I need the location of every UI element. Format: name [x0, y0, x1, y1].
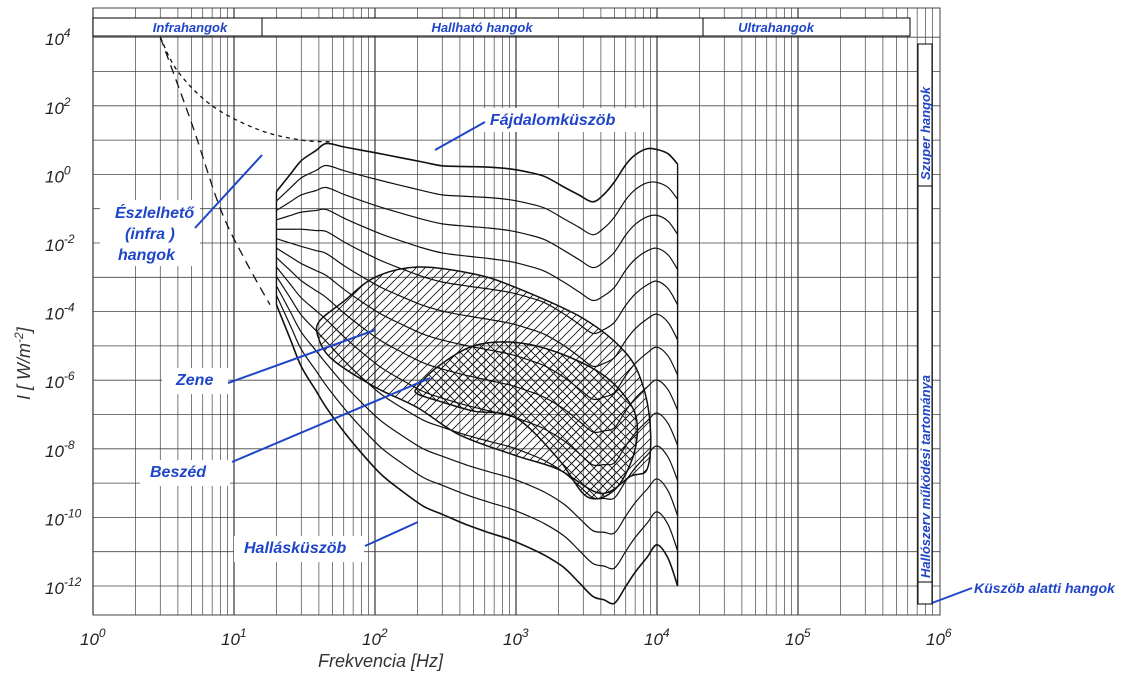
- label-background: [100, 200, 200, 266]
- label-background: [234, 536, 364, 562]
- y-tick-label: 10-10: [45, 506, 82, 529]
- infra-perception-lower-dashed: [159, 36, 271, 306]
- x-tick-label: 104: [644, 626, 670, 649]
- leader-line: [231, 377, 431, 463]
- band-audible: Hallható hangok: [431, 20, 533, 35]
- y-tick-label: 10-2: [45, 232, 75, 255]
- y-tick-label: 10-12: [45, 575, 82, 598]
- leader-line: [434, 121, 486, 151]
- y-axis-title: I [ W/m-2]: [12, 326, 34, 400]
- label-speech: Beszéd: [150, 464, 207, 481]
- label-infra-line3: hangok: [118, 247, 176, 264]
- leader-line: [364, 521, 419, 547]
- y-tick-label: 10-8: [45, 438, 75, 461]
- label-background: [478, 108, 648, 132]
- pain-threshold-curve: [275, 142, 679, 203]
- side-label-subthreshold: Küszöb alatti hangok: [974, 580, 1116, 596]
- leader-line: [194, 154, 263, 229]
- band-infrasound: Infrahangok: [153, 20, 228, 35]
- x-tick-label: 103: [503, 626, 529, 649]
- label-background: [140, 460, 230, 486]
- tick-labels: 100 101 102 103 104 105 106 104 102 100 10-2 10-4 10…: [45, 26, 952, 649]
- y-tick-label: 100: [45, 163, 71, 186]
- frequency-band-header: [92, 17, 911, 37]
- hearing-threshold-curve: [275, 304, 679, 605]
- label-background: [162, 368, 228, 394]
- x-tick-label: 102: [362, 626, 388, 649]
- leader-line: [931, 587, 973, 604]
- equal-loudness-curve: [275, 295, 679, 570]
- speech-region: [414, 341, 639, 500]
- equal-loudness-curve: [276, 186, 679, 269]
- x-tick-label: 100: [80, 626, 106, 649]
- vertical-side-bar: [917, 43, 933, 605]
- label-pain-threshold: Fájdalomküszöb: [490, 112, 616, 129]
- side-label-super: Szuper hangok: [918, 86, 933, 180]
- y-tick-label: 102: [45, 95, 71, 118]
- label-infra-line1: Észlelhető: [115, 203, 195, 222]
- x-axis-title: Frekvencia [Hz]: [318, 651, 444, 671]
- equal-loudness-curve: [276, 164, 679, 236]
- regions: [315, 266, 652, 500]
- x-tick-label: 101: [221, 626, 247, 649]
- infra-perception-upper-dashed: [159, 36, 333, 143]
- x-tick-label: 106: [926, 626, 952, 649]
- leader-line: [227, 329, 376, 384]
- label-infra-line2: (infra ): [125, 226, 175, 243]
- side-label-range: Hallószerv működési tartománya: [918, 375, 933, 578]
- x-tick-label: 105: [785, 626, 811, 649]
- equal-loudness-curve: [275, 285, 679, 535]
- label-hearing-threshold: Hallásküszöb: [244, 540, 346, 557]
- y-tick-label: 104: [45, 26, 71, 49]
- y-tick-label: 10-4: [45, 301, 75, 324]
- equal-loudness-curve: [276, 208, 679, 302]
- label-music: Zene: [175, 372, 213, 389]
- band-ultrasound: Ultrahangok: [738, 20, 815, 35]
- leader-lines: [100, 108, 973, 604]
- y-tick-label: 10-6: [45, 369, 75, 392]
